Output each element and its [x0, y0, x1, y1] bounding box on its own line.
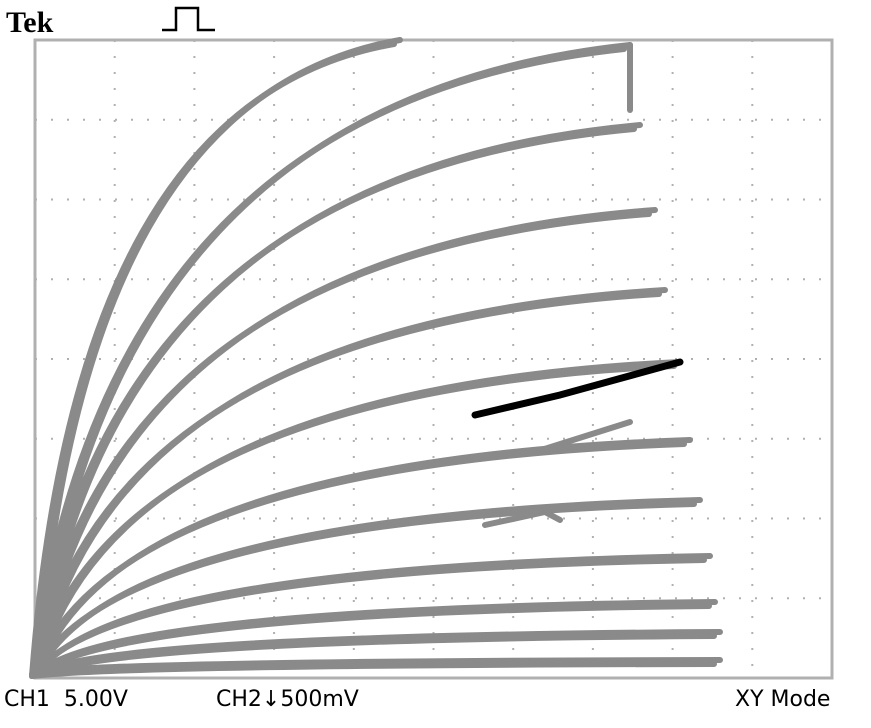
trace [35, 657, 723, 675]
trace [29, 41, 397, 679]
trace [29, 46, 627, 679]
trace [29, 603, 712, 679]
trigger-icon [162, 6, 215, 32]
trace [29, 633, 717, 679]
trace [482, 508, 563, 528]
trace [29, 557, 707, 679]
trace [29, 126, 637, 679]
trace [29, 661, 717, 679]
ch1-setting: CH1 5.00V [4, 687, 128, 712]
brand: Tek [6, 6, 54, 39]
trace [29, 363, 677, 679]
trace [29, 441, 687, 679]
trace [29, 291, 662, 679]
traces [29, 37, 723, 679]
trace [29, 501, 697, 679]
trace [532, 419, 633, 455]
trace [29, 211, 652, 679]
mode: XY Mode [735, 687, 830, 712]
trace-highlight [471, 358, 684, 419]
ch2-setting: CH2↓500mV [216, 687, 359, 712]
